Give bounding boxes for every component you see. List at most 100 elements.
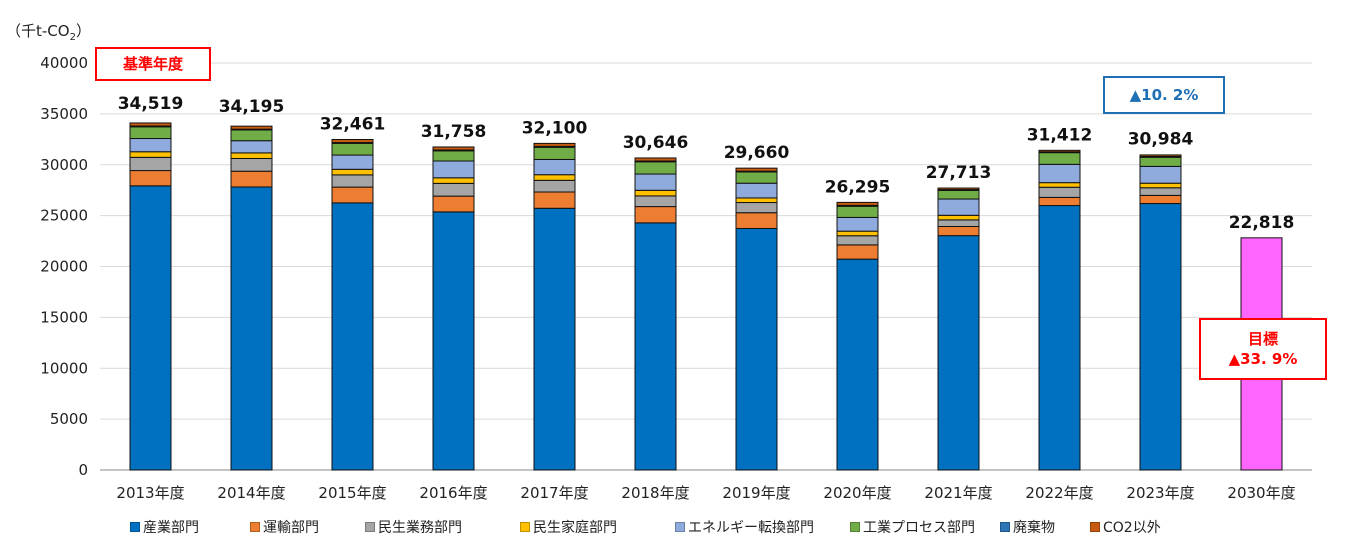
bar-segment <box>331 168 374 176</box>
bar-total-label: 34,195 <box>219 97 285 117</box>
x-tick-label: 2014年度 <box>217 484 285 502</box>
legend-swatch <box>1000 522 1010 532</box>
bar-segment <box>129 170 172 187</box>
bar-segment <box>634 195 677 208</box>
bar-total-label: 32,100 <box>522 118 588 138</box>
chart-legend: 産業部門 運輸部門 民生業務部門 民生家庭部門 エネルギー転換部門 工業プロセス部門 廃棄物… <box>130 517 1190 537</box>
legend-item: 工業プロセス部門 <box>850 517 1000 537</box>
legend-swatch <box>675 522 685 532</box>
bar-segment <box>735 227 778 471</box>
bar-segment <box>533 207 576 471</box>
legend-label: CO2以外 <box>1103 520 1161 536</box>
y-tick-label: 10000 <box>40 359 88 377</box>
y-tick-label: 35000 <box>40 105 88 123</box>
bar-segment <box>836 201 879 206</box>
bar-segment <box>634 189 677 197</box>
bar-segment <box>1038 152 1081 165</box>
legend-label: 産業部門 <box>143 520 199 536</box>
bar-segment <box>230 152 273 159</box>
legend-label: 運輸部門 <box>263 520 319 536</box>
bar-segment <box>1038 149 1081 153</box>
change-percent-callout: ▲10. 2% <box>1103 76 1225 114</box>
bar-segment <box>432 211 475 471</box>
bar-segment <box>836 258 879 471</box>
target-callout-value: ▲33. 9% <box>1228 350 1298 368</box>
bar-segment <box>129 138 172 153</box>
legend-swatch <box>1090 522 1100 532</box>
x-tick-label: 2020年度 <box>823 484 891 502</box>
bar-segment <box>533 146 576 160</box>
legend-item: 民生家庭部門 <box>520 517 675 537</box>
legend-label: 廃棄物 <box>1013 520 1055 536</box>
bar-segment <box>634 157 677 162</box>
bar-segment <box>230 186 273 471</box>
x-tick-label: 2015年度 <box>318 484 386 502</box>
bar-segment <box>937 225 980 237</box>
unit-label: （千t-CO2） <box>6 22 91 43</box>
bar-segment <box>1139 187 1182 196</box>
legend-item: 廃棄物 <box>1000 517 1090 537</box>
bar-segment <box>1139 203 1182 471</box>
bar-segment <box>331 138 374 144</box>
bar-segment <box>836 216 879 232</box>
bar-segment <box>230 129 273 142</box>
bar-segment <box>1139 156 1182 167</box>
x-tick-label: 2022年度 <box>1025 484 1093 502</box>
bar-segment <box>1139 154 1182 157</box>
base-year-callout: 基準年度 <box>95 47 211 81</box>
bar-segment <box>634 222 677 471</box>
bar-segment <box>937 187 980 191</box>
target-callout-title: 目標 <box>1247 330 1278 348</box>
bar-segment <box>533 142 576 147</box>
x-tick-label: 2019年度 <box>722 484 790 502</box>
bar-segment <box>937 235 980 471</box>
x-tick-label: 2030年度 <box>1227 484 1295 502</box>
bar-segment <box>129 156 172 172</box>
bar-segment <box>432 182 475 197</box>
bar-total-label: 31,758 <box>421 122 487 142</box>
bar-segment <box>1038 205 1081 471</box>
legend-swatch <box>520 522 530 532</box>
legend-item: エネルギー転換部門 <box>675 517 850 537</box>
bar-segment <box>230 157 273 172</box>
bar-segment <box>230 140 273 154</box>
bar-segment <box>331 186 374 204</box>
bar-segment <box>735 171 778 184</box>
bar-segment <box>836 244 879 260</box>
y-tick-label: 5000 <box>50 410 88 428</box>
legend-item: 民生業務部門 <box>365 517 520 537</box>
bar-total-label: 29,660 <box>724 143 790 163</box>
y-tick-label: 0 <box>78 461 88 479</box>
bar-segment <box>937 189 980 200</box>
bar-segment <box>1139 165 1182 184</box>
bar-segment <box>129 122 172 127</box>
bar-segment <box>331 174 374 188</box>
bar-total-label: 31,412 <box>1027 125 1093 145</box>
bar-segment <box>937 214 980 221</box>
x-tick-label: 2023年度 <box>1126 484 1194 502</box>
y-tick-label: 15000 <box>40 308 88 326</box>
stacked-bar-chart: 0 5000 10000 15000 20000 25000 30000 35000 40000… <box>40 54 1312 502</box>
bar-segment <box>129 151 172 158</box>
bar-segment <box>432 146 475 151</box>
bar-segment <box>634 161 677 175</box>
y-tick-label: 40000 <box>40 54 88 72</box>
bar-segment <box>230 170 273 188</box>
bar-segment <box>836 230 879 237</box>
bar-segment <box>1139 182 1182 189</box>
bar-segment <box>129 126 172 140</box>
legend-swatch <box>365 522 375 532</box>
legend-label: 民生家庭部門 <box>533 520 617 536</box>
bar-segment <box>1038 186 1081 198</box>
bar-total-label: 22,818 <box>1229 213 1295 233</box>
bar-segment <box>331 154 374 170</box>
bar-segment <box>1038 182 1081 188</box>
bar-segment <box>432 195 475 213</box>
bar-segment <box>432 177 475 184</box>
legend-label: 民生業務部門 <box>378 520 462 536</box>
x-tick-label: 2018年度 <box>621 484 689 502</box>
legend-label: 工業プロセス部門 <box>863 520 975 536</box>
bar-segment <box>937 219 980 227</box>
bar-segment <box>533 191 576 209</box>
bar-segment <box>432 150 475 162</box>
